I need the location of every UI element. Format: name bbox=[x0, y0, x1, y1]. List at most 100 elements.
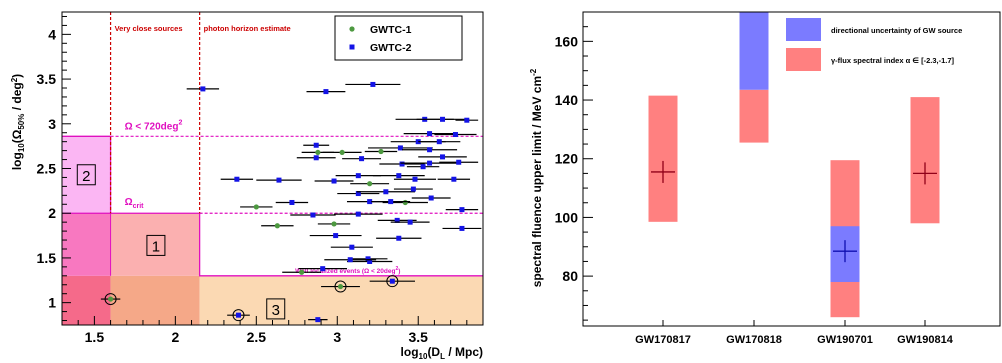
legend-gwtc1-label: GWTC-1 bbox=[370, 24, 412, 36]
gwtc2-point bbox=[367, 199, 373, 205]
gwtc2-point bbox=[451, 176, 457, 182]
region-3 bbox=[62, 213, 111, 276]
plot-frame bbox=[582, 11, 1001, 327]
gwtc2-point bbox=[464, 117, 470, 123]
spectral-index-band bbox=[739, 89, 769, 143]
gwtc2-point bbox=[310, 212, 316, 218]
x-tick-label: 3 bbox=[333, 329, 341, 345]
y-tick-label: 1.5 bbox=[37, 250, 57, 266]
gwtc2-point bbox=[333, 233, 339, 239]
gwtc2-point bbox=[347, 257, 353, 263]
x-tick-label: 2.5 bbox=[247, 329, 267, 345]
gwtc2-point bbox=[459, 225, 465, 231]
gwtc1-point bbox=[367, 181, 373, 187]
highlight-ring bbox=[104, 293, 117, 306]
gwtc2-point bbox=[412, 176, 418, 182]
gwtc2-point bbox=[320, 266, 326, 272]
category-label: GW190701 bbox=[817, 334, 873, 346]
legend-box bbox=[334, 15, 463, 61]
gwtc1-point bbox=[274, 223, 280, 229]
gwtc2-point bbox=[313, 155, 319, 161]
region-box-2 bbox=[76, 164, 96, 186]
legend-gwtc1-marker bbox=[349, 26, 355, 32]
well-localized-label: Well localized events (Ω < 20deg2) bbox=[295, 266, 400, 275]
gwtc2-point bbox=[452, 132, 458, 138]
gwtc2-point bbox=[436, 139, 442, 145]
gwtc2-point bbox=[235, 312, 241, 318]
gwtc2-point bbox=[396, 235, 402, 241]
legend-gwtc2-label: GWTC-2 bbox=[370, 42, 412, 54]
gwtc2-point bbox=[428, 195, 434, 201]
sky-area-vs-distance-chart: Very close sources photon horizon estimat… bbox=[10, 11, 484, 361]
region-0 bbox=[62, 275, 111, 325]
directional-uncertainty-band bbox=[739, 12, 769, 90]
spectral-index-band bbox=[648, 95, 678, 222]
x-tick-label: 1.5 bbox=[85, 329, 105, 345]
gwtc1-point bbox=[107, 296, 114, 302]
legend-blue-swatch bbox=[786, 18, 821, 41]
region-2 bbox=[199, 275, 483, 325]
region-number-2: 2 bbox=[82, 168, 90, 185]
gwtc2-point bbox=[396, 173, 402, 179]
y-axis-title: spectral fluence upper limit / MeV cm-2 bbox=[529, 68, 544, 287]
gwtc1-point bbox=[339, 149, 345, 156]
y-tick-label: 3 bbox=[48, 116, 56, 132]
gwtc2-point bbox=[370, 81, 376, 87]
gwtc2-point bbox=[420, 164, 426, 170]
region-1 bbox=[110, 275, 200, 325]
region-boundary bbox=[62, 135, 483, 277]
gwtc2-point bbox=[407, 219, 413, 225]
spectral-index-band bbox=[910, 97, 940, 224]
gwtc2-point bbox=[331, 178, 337, 184]
gwtc2-point bbox=[365, 256, 371, 262]
gwtc2-point bbox=[399, 161, 405, 167]
category-label: GW190814 bbox=[897, 334, 954, 346]
legend-red-swatch bbox=[786, 48, 821, 71]
gwtc2-point bbox=[367, 259, 373, 265]
y-tick-label: 100 bbox=[555, 209, 579, 225]
gwtc2-point bbox=[427, 160, 433, 166]
highlight-ring bbox=[232, 309, 245, 322]
gwtc2-point bbox=[456, 159, 462, 165]
y-tick-label: 140 bbox=[555, 92, 579, 108]
x-tick-label: 2 bbox=[171, 329, 179, 345]
highlight-ring bbox=[386, 275, 399, 288]
region-4 bbox=[110, 213, 200, 276]
legend-blue-label: directional uncertainty of GW source bbox=[831, 26, 962, 35]
highlight-ring bbox=[334, 280, 347, 293]
fluence-limit-chart: 80 100 120 140 160 GW170817 GW170818 GW190701 GW… bbox=[529, 11, 1001, 346]
gwtc1-point bbox=[378, 148, 384, 155]
gwtc2-point bbox=[397, 145, 403, 151]
region-box-1 bbox=[146, 234, 166, 256]
gwtc2-point bbox=[383, 189, 389, 195]
y-tick-label: 160 bbox=[555, 33, 579, 49]
gwtc2-point bbox=[427, 131, 433, 137]
gwtc2-point bbox=[315, 317, 321, 323]
y-tick-label: 80 bbox=[562, 268, 578, 284]
photon-horizon-label: photon horizon estimate bbox=[204, 24, 291, 33]
gwtc2-point bbox=[349, 244, 355, 250]
gwtc2-point bbox=[276, 177, 282, 183]
y-tick-label: 3.5 bbox=[37, 71, 57, 87]
y-tick-label: 2 bbox=[48, 205, 56, 221]
y-tick-label: 1 bbox=[48, 295, 56, 311]
gwtc2-point bbox=[389, 278, 395, 284]
gwtc2-point bbox=[355, 191, 361, 197]
gwtc2-point bbox=[234, 176, 240, 182]
gwtc1-point bbox=[331, 221, 337, 227]
gwtc2-point bbox=[355, 173, 361, 179]
y-tick-label: 120 bbox=[555, 151, 579, 167]
region-5 bbox=[62, 136, 111, 214]
gwtc2-point bbox=[440, 154, 446, 160]
gwtc2-point bbox=[459, 207, 465, 213]
gwtc1-point bbox=[253, 204, 259, 210]
gwtc2-point bbox=[323, 89, 329, 95]
very-close-label: Very close sources bbox=[115, 24, 183, 33]
gwtc2-point bbox=[355, 211, 361, 217]
x-tick-label: 3.5 bbox=[408, 329, 428, 345]
x-axis-title: log10(DL / Mpc) bbox=[401, 345, 483, 361]
omega-crit-label: Ωcrit bbox=[125, 197, 145, 210]
gwtc2-point bbox=[289, 199, 295, 205]
gwtc2-point bbox=[200, 86, 206, 92]
